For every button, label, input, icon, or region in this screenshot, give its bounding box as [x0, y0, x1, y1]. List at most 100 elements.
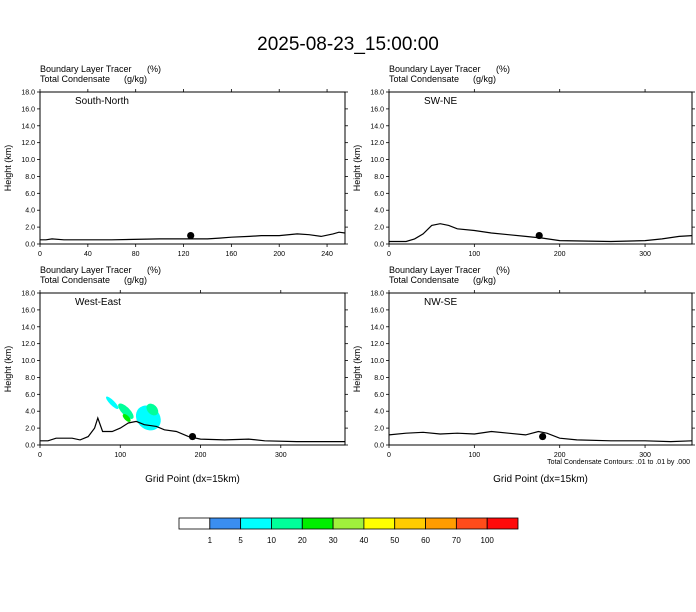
tracer-plume-0 [106, 396, 119, 409]
x-tick-label: 0 [387, 251, 391, 258]
panel-name: South-North [75, 96, 129, 107]
colorbar-label: 10 [267, 536, 276, 545]
panel-west-east: Boundary Layer Tracer (%) Total Condensate… [3, 265, 348, 485]
location-marker [539, 432, 547, 441]
x-tick-label: 240 [321, 251, 333, 258]
y-tick-label: 18.0 [370, 90, 384, 97]
y-tick-label: 8.0 [374, 375, 384, 382]
plot-frame [39, 292, 346, 446]
colorbar-label: 5 [238, 536, 243, 545]
y-tick-label: 16.0 [21, 307, 35, 314]
x-tick-label: 300 [639, 251, 651, 258]
x-tick-label: 0 [387, 452, 391, 459]
panel-header-line2-unit: (g/kg) [473, 275, 496, 285]
figure-title: 2025-08-23_15:00:00 [257, 34, 439, 55]
plot-frame [39, 91, 346, 245]
panel-nw-se: Boundary Layer Tracer (%) Total Condensate… [352, 265, 695, 485]
y-tick-label: 14.0 [370, 123, 384, 130]
x-tick-label: 100 [469, 452, 481, 459]
y-tick-label: 0.0 [25, 242, 35, 249]
location-marker [188, 432, 197, 441]
panel-header-line1-unit: (%) [147, 64, 161, 74]
plot-frame [388, 91, 693, 245]
location-marker [535, 231, 543, 240]
x-tick-label: 0 [38, 251, 42, 258]
colorbar-label: 20 [298, 536, 307, 545]
colorbar-label: 100 [481, 536, 495, 545]
colorbar-swatch [363, 517, 396, 530]
y-tick-label: 6.0 [25, 191, 35, 198]
y-tick-label: 12.0 [21, 341, 35, 348]
y-tick-label: 4.0 [374, 409, 384, 416]
x-tick-label: 80 [132, 251, 140, 258]
y-tick-label: 2.0 [25, 225, 35, 232]
panel-name: SW-NE [424, 96, 457, 107]
panel-header-line2: Total Condensate [389, 74, 459, 84]
colorbar-swatch [332, 517, 365, 530]
panel-name: NW-SE [424, 297, 457, 308]
panel-header-line2: Total Condensate [40, 275, 110, 285]
y-tick-label: 6.0 [25, 392, 35, 399]
x-tick-label: 100 [114, 452, 126, 459]
contour-note: Total Condensate Contours: .01 to .01 by… [547, 459, 690, 466]
y-tick-label: 2.0 [25, 426, 35, 433]
panel-header-line2-unit: (g/kg) [124, 74, 147, 84]
colorbar-swatch [178, 517, 211, 530]
panel-header-line1: Boundary Layer Tracer [389, 64, 481, 74]
panel-south-north: Boundary Layer Tracer (%) Total Condensate… [3, 64, 348, 258]
panel-header-line2: Total Condensate [389, 275, 459, 285]
x-tick-label: 200 [273, 251, 285, 258]
y-tick-label: 14.0 [21, 324, 35, 331]
y-tick-label: 14.0 [21, 123, 35, 130]
panel-header-line1-unit: (%) [147, 265, 161, 275]
x-axis-label: Grid Point (dx=15km) [493, 474, 588, 485]
panel-header-line2-unit: (g/kg) [473, 74, 496, 84]
colorbar-swatch [209, 517, 242, 530]
x-tick-label: 200 [195, 452, 207, 459]
y-axis-label: Height (km) [3, 145, 13, 192]
colorbar-label: 60 [421, 536, 430, 545]
y-tick-label: 16.0 [21, 106, 35, 113]
terrain-line [388, 430, 693, 443]
y-tick-label: 16.0 [370, 106, 384, 113]
tracer-plume-1 [118, 403, 134, 419]
x-tick-label: 40 [84, 251, 92, 258]
terrain-line [389, 223, 693, 243]
colorbar-swatch [240, 517, 272, 530]
x-tick-label: 200 [554, 251, 566, 258]
y-tick-label: 2.0 [374, 225, 384, 232]
panel-name: West-East [75, 297, 121, 308]
panel-header-line1-unit: (%) [496, 265, 510, 275]
y-tick-label: 18.0 [370, 291, 384, 298]
colorbar-label: 40 [359, 536, 368, 545]
y-tick-label: 16.0 [370, 307, 384, 314]
y-tick-label: 8.0 [25, 174, 35, 181]
colorbar-label: 30 [329, 536, 338, 545]
plot-frame [388, 292, 693, 446]
colorbar-swatch [394, 517, 426, 530]
tracer-plume-4 [146, 403, 159, 416]
y-tick-label: 0.0 [374, 443, 384, 450]
terrain-line [40, 231, 346, 241]
y-tick-label: 6.0 [374, 392, 384, 399]
colorbar-swatch [301, 517, 334, 530]
x-axis-label: Grid Point (dx=15km) [145, 474, 240, 485]
x-tick-label: 120 [178, 251, 190, 258]
y-tick-label: 0.0 [374, 242, 384, 249]
x-tick-label: 0 [38, 452, 42, 459]
colorbar-swatch [271, 517, 303, 530]
y-tick-label: 4.0 [25, 208, 35, 215]
colorbar-swatch [486, 517, 519, 530]
y-tick-label: 12.0 [370, 140, 384, 147]
y-tick-label: 8.0 [374, 174, 384, 181]
x-tick-label: 200 [554, 452, 566, 459]
tracer-plume-2 [122, 414, 131, 422]
x-tick-label: 160 [226, 251, 238, 258]
panel-header-line1: Boundary Layer Tracer [389, 265, 481, 275]
x-tick-label: 300 [275, 452, 287, 459]
y-tick-label: 12.0 [370, 341, 384, 348]
panel-header-line2: Total Condensate [40, 74, 110, 84]
panel-header-line1: Boundary Layer Tracer [40, 64, 132, 74]
panel-sw-ne: Boundary Layer Tracer (%) Total Condensate… [352, 64, 695, 258]
